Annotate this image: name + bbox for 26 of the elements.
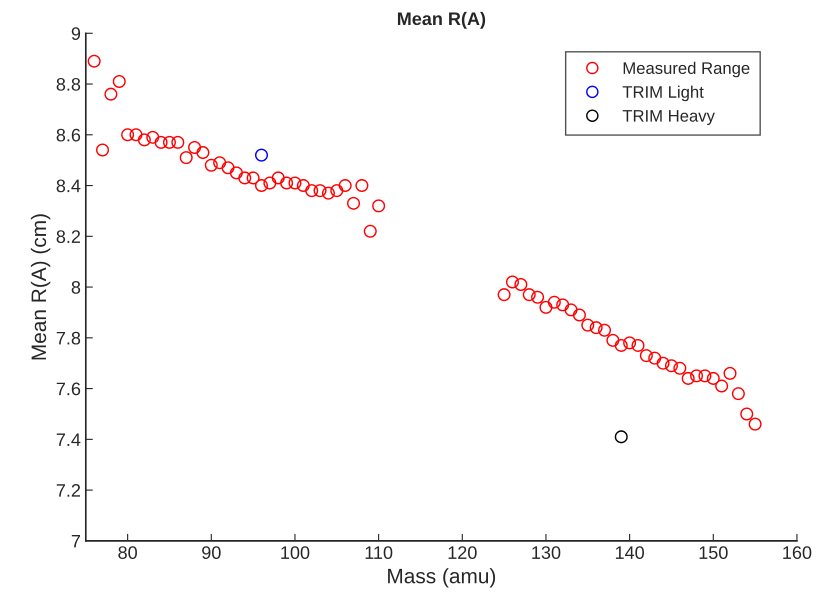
- legend-label: TRIM Heavy: [622, 110, 715, 126]
- y-axis-title: Mean R(A) (cm): [30, 214, 50, 360]
- x-axis-title: Mass (amu): [388, 568, 496, 588]
- y-tick-label: 8.4: [56, 179, 80, 192]
- chart-title: Mean R(A): [398, 12, 486, 29]
- x-tick-label: 160: [783, 546, 812, 559]
- x-tick-label: 100: [281, 546, 310, 559]
- x-tick-label: 140: [616, 546, 644, 559]
- y-tick-label: 7.4: [56, 433, 80, 446]
- x-tick-label: 110: [366, 546, 392, 559]
- y-tick-label: 9: [72, 27, 80, 40]
- x-tick-label: 130: [532, 546, 560, 559]
- y-tick-label: 8.6: [56, 128, 80, 142]
- y-tick-label: 8: [72, 281, 80, 294]
- y-tick-label: 8.8: [56, 78, 80, 91]
- x-tick-label: 120: [448, 546, 477, 559]
- y-tick-label: 7: [72, 534, 80, 548]
- y-tick-label: 7.2: [56, 484, 80, 497]
- y-tick-label: 7.6: [56, 382, 80, 396]
- legend-label: Measured Range: [624, 62, 750, 78]
- x-tick-label: 90: [202, 546, 221, 559]
- legend-label: TRIM Light: [622, 86, 704, 102]
- y-tick-label: 8.2: [56, 230, 80, 244]
- x-tick-label: 150: [700, 546, 728, 559]
- x-tick-label: 80: [118, 546, 137, 559]
- y-tick-label: 7.8: [56, 332, 80, 345]
